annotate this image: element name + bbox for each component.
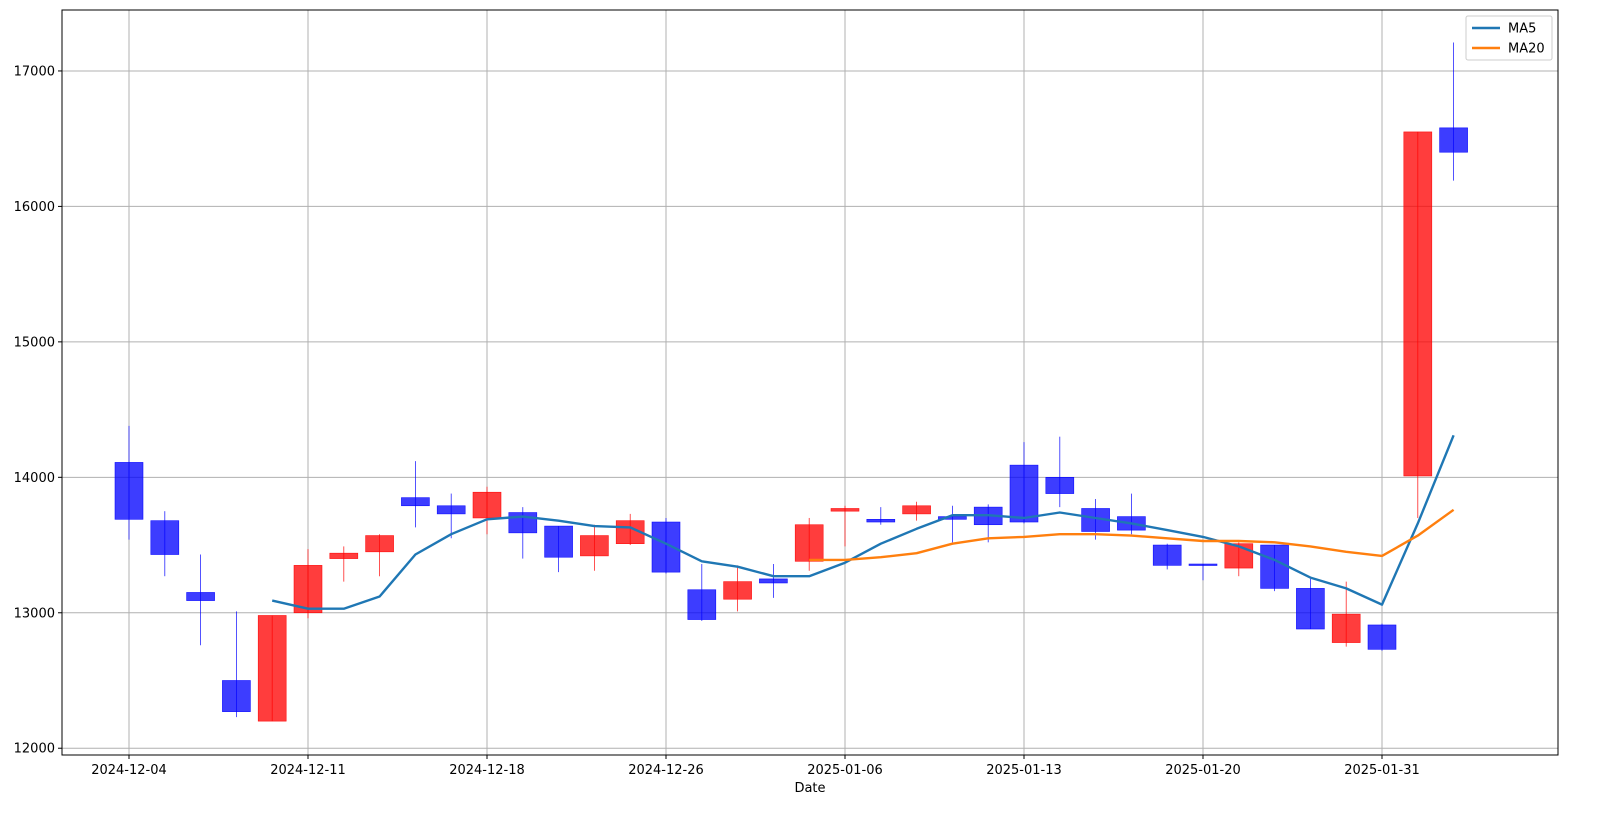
candle-body <box>1439 127 1468 153</box>
y-axis-ticks: 12000 13000 14000 15000 16000 17000 <box>14 64 62 757</box>
candle-body <box>365 535 394 553</box>
candle-body <box>1260 544 1289 589</box>
candle-body <box>222 680 251 712</box>
candle-body <box>1224 543 1254 569</box>
candle <box>1045 436 1075 508</box>
candle <box>1367 623 1397 651</box>
candle-body <box>1296 588 1325 630</box>
y-tick-label: 13000 <box>14 606 55 621</box>
candle <box>1081 498 1110 540</box>
candle-body <box>436 505 466 515</box>
x-tick-label: 2025-01-31 <box>1344 763 1420 778</box>
candle-body <box>1009 464 1039 523</box>
candle <box>973 504 1003 543</box>
candle-body <box>329 552 359 559</box>
series-line-ma20 <box>809 508 1455 562</box>
y-tick-label: 15000 <box>14 335 55 350</box>
candle-body <box>150 520 180 555</box>
candle <box>580 524 609 571</box>
candle <box>615 513 645 546</box>
x-tick-label: 2024-12-26 <box>628 763 704 778</box>
candle-body <box>902 505 931 515</box>
candle <box>293 549 323 619</box>
candle <box>866 507 896 525</box>
candle-body <box>866 519 896 523</box>
plot-frame <box>61 9 1559 756</box>
candle <box>1152 543 1182 570</box>
candle <box>1224 542 1254 577</box>
candle-body <box>759 578 788 584</box>
candle-body <box>938 516 967 520</box>
x-axis-ticks: 2024-12-04 2024-12-11 2024-12-18 2024-12-26… <box>91 755 1420 778</box>
candle <box>329 546 359 582</box>
candle-body <box>401 497 430 507</box>
x-tick-label: 2025-01-13 <box>986 763 1062 778</box>
x-tick-label: 2024-12-18 <box>449 763 525 778</box>
candle-body <box>257 615 287 722</box>
x-tick-label: 2025-01-20 <box>1165 763 1241 778</box>
x-tick-label: 2024-12-04 <box>91 763 167 778</box>
candle <box>1331 581 1361 647</box>
candle <box>401 461 430 528</box>
x-tick-label: 2024-12-11 <box>270 763 346 778</box>
candle <box>1260 544 1289 592</box>
moving-average-lines <box>271 434 1455 610</box>
candles <box>114 42 1468 722</box>
legend-label-ma5: MA5 <box>1508 22 1536 37</box>
candle <box>759 564 788 598</box>
y-tick-label: 12000 <box>14 742 55 757</box>
candle-body <box>830 508 860 512</box>
candle-body <box>1403 131 1433 477</box>
candle <box>1403 131 1433 518</box>
y-tick-label: 16000 <box>14 200 55 215</box>
candle <box>257 615 287 722</box>
candle <box>830 505 860 547</box>
candle <box>472 486 502 535</box>
candle <box>938 505 967 543</box>
candle-body <box>1367 624 1397 650</box>
candle <box>902 501 931 521</box>
x-tick-label: 2025-01-06 <box>807 763 883 778</box>
candle <box>508 507 538 559</box>
candle <box>114 425 144 540</box>
candle-body <box>794 524 824 562</box>
series-line-ma5 <box>271 434 1455 610</box>
candle <box>723 565 752 612</box>
y-tick-label: 14000 <box>14 471 55 486</box>
candle-body <box>1045 477 1075 494</box>
candle <box>1296 578 1325 630</box>
candle-body <box>651 521 681 573</box>
candle-body <box>293 565 323 614</box>
candle <box>1188 563 1218 581</box>
candle-body <box>723 581 752 600</box>
candle-body <box>580 535 609 557</box>
candle <box>1009 442 1039 524</box>
candle-body <box>472 491 502 519</box>
candle <box>1439 42 1468 181</box>
candle-body <box>186 592 215 601</box>
candle-body <box>1331 613 1361 643</box>
candle <box>436 493 466 539</box>
candle-body <box>687 589 717 620</box>
candle <box>186 554 215 646</box>
candle-body <box>114 462 144 520</box>
candle-body <box>544 525 573 558</box>
candle <box>651 517 681 574</box>
legend: MA5 MA20 <box>1465 15 1553 61</box>
candle <box>687 564 717 621</box>
candle <box>544 525 573 573</box>
candle <box>150 511 180 577</box>
candle-body <box>1152 544 1182 566</box>
legend-label-ma20: MA20 <box>1508 42 1545 57</box>
x-axis-title: Date <box>794 781 825 796</box>
candle <box>794 517 824 571</box>
candle <box>222 611 251 718</box>
candle-body <box>1188 563 1218 566</box>
candle <box>365 534 394 577</box>
candle <box>1117 493 1146 535</box>
y-tick-label: 17000 <box>14 64 55 79</box>
